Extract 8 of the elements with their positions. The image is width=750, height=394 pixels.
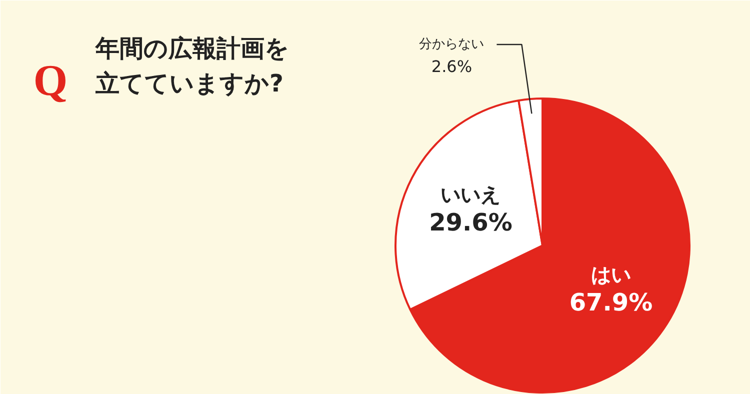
slice-label: 分からない [419, 37, 484, 52]
slice-label: いいえ [440, 182, 501, 206]
slice-label: はい [590, 262, 631, 286]
data-label: 29.6% [429, 208, 512, 236]
data-label: 67.9% [569, 288, 653, 316]
text: Q [33, 56, 68, 105]
text: 年間の広報計画を立てていますか? [94, 34, 290, 98]
data-label: 2.6% [431, 57, 472, 76]
